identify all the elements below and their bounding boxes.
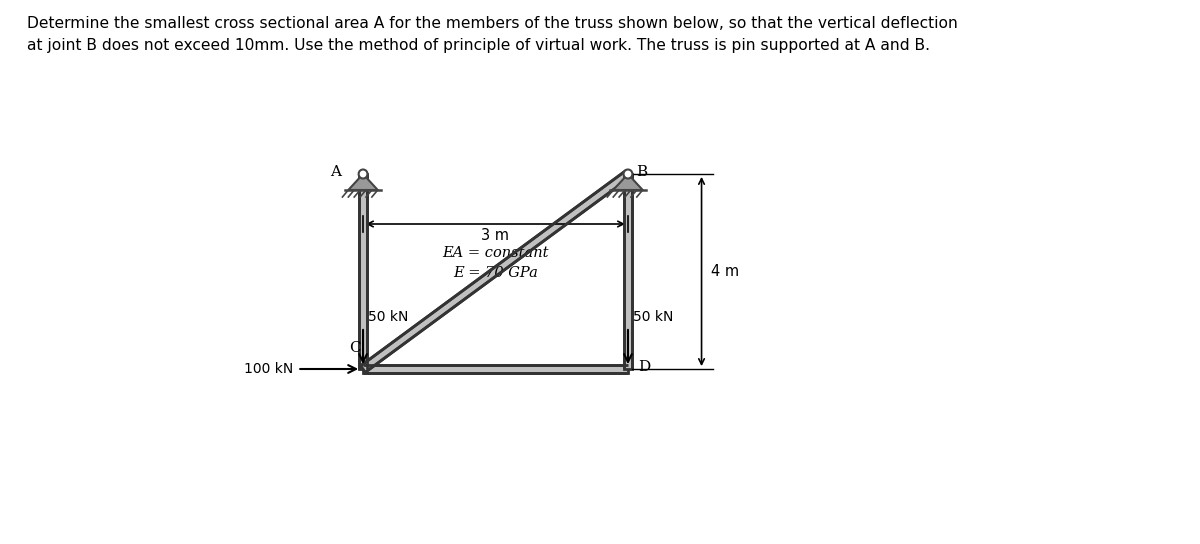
Text: E = 70 GPa: E = 70 GPa	[454, 266, 538, 280]
Polygon shape	[613, 174, 643, 190]
Text: B: B	[636, 165, 647, 179]
Polygon shape	[364, 365, 628, 373]
Text: Determine the smallest cross sectional area A for the members of the truss shown: Determine the smallest cross sectional a…	[28, 16, 959, 31]
Text: 50 kN: 50 kN	[632, 310, 673, 324]
Text: EA = constant: EA = constant	[443, 246, 548, 260]
Text: A: A	[330, 165, 342, 179]
Polygon shape	[348, 174, 378, 190]
Text: 100 kN: 100 kN	[244, 362, 293, 376]
Text: 50 kN: 50 kN	[368, 310, 408, 324]
Circle shape	[624, 170, 632, 178]
Text: 3 m: 3 m	[481, 228, 510, 243]
Text: D: D	[637, 360, 650, 374]
Text: C: C	[349, 341, 361, 355]
Text: at joint B does not exceed 10mm. Use the method of principle of virtual work. Th: at joint B does not exceed 10mm. Use the…	[28, 38, 930, 53]
Polygon shape	[361, 171, 630, 372]
Circle shape	[359, 170, 367, 178]
Text: 4 m: 4 m	[712, 264, 739, 279]
Polygon shape	[359, 174, 367, 369]
Polygon shape	[624, 174, 632, 369]
